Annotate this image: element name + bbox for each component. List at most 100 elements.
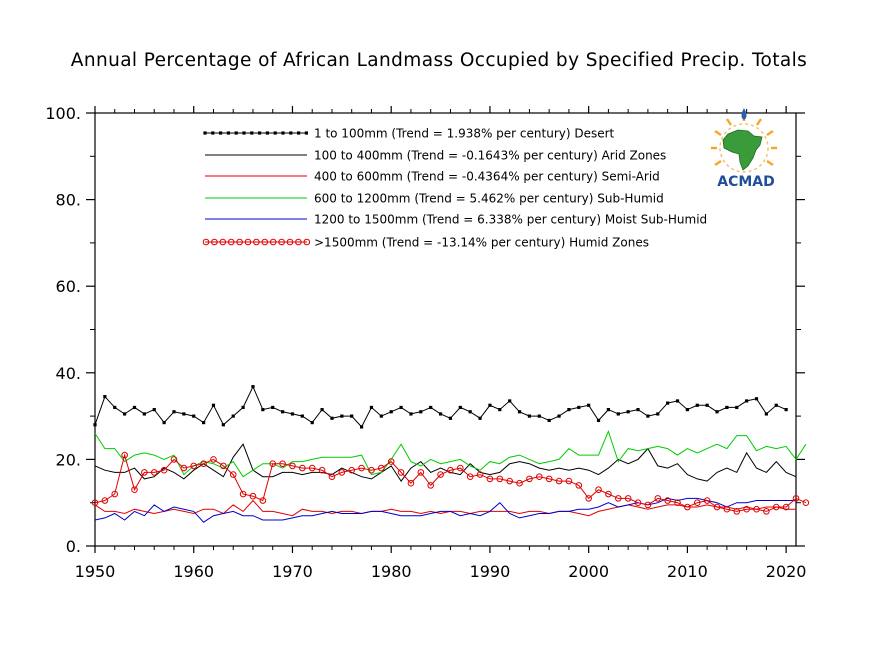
series-point-0	[626, 410, 630, 414]
legend-marker-5	[261, 238, 269, 246]
series-point-5	[674, 499, 681, 507]
x-tick-label: 1950	[75, 562, 116, 581]
series-point-5	[684, 503, 691, 511]
series-point-5	[180, 464, 188, 472]
legend-marker-5	[219, 238, 227, 246]
legend-marker-0	[289, 131, 293, 135]
series-point-0	[478, 416, 482, 420]
series-point-5	[466, 473, 474, 481]
series-point-0	[113, 405, 117, 410]
series-point-0	[409, 412, 413, 416]
legend-marker-0	[211, 131, 215, 135]
series-point-5	[220, 462, 227, 470]
series-point-0	[527, 414, 532, 418]
series-point-5	[160, 466, 168, 474]
legend-marker-5	[253, 238, 260, 246]
legend-marker-5	[211, 238, 218, 246]
series-point-5	[802, 499, 810, 507]
series-point-5	[407, 479, 415, 487]
series-point-0	[103, 395, 107, 399]
series-point-5	[141, 469, 148, 476]
series-line-3	[94, 429, 807, 478]
series-point-0	[745, 399, 749, 403]
series-point-5	[486, 475, 494, 483]
series-point-5	[545, 475, 553, 483]
legend-marker-0	[304, 131, 308, 135]
series-point-5	[200, 460, 207, 468]
series-point-5	[417, 469, 425, 476]
series-point-0	[271, 405, 275, 410]
series-point-5	[457, 464, 464, 472]
series-point-5	[249, 492, 257, 500]
series-point-0	[488, 403, 492, 407]
x-tick-label: 1990	[470, 562, 511, 581]
legend-marker-5	[244, 238, 252, 246]
series-point-5	[299, 464, 306, 472]
legend-label-0: 1 to 100mm (Trend = 1.938% per century) …	[314, 127, 615, 141]
legend-marker-5	[295, 238, 302, 246]
legend-label-3: 600 to 1200mm (Trend = 5.462% per centur…	[314, 192, 664, 206]
series-point-5	[190, 462, 198, 470]
series-point-0	[587, 403, 591, 407]
series-point-5	[170, 456, 178, 463]
y-tick-label: 60.	[56, 277, 81, 296]
x-tick-label: 2020	[766, 562, 807, 581]
series-point-0	[231, 414, 235, 418]
chart-title: Annual Percentage of African Landmass Oc…	[71, 50, 807, 71]
series-point-5	[328, 473, 336, 481]
series-point-5	[101, 497, 109, 504]
y-tick-label: 100.	[45, 104, 81, 123]
series-point-5	[763, 508, 770, 515]
series-point-5	[605, 490, 612, 498]
series-point-5	[348, 466, 356, 474]
series-point-5	[318, 466, 326, 474]
series-point-5	[516, 479, 523, 487]
series-point-0	[290, 412, 295, 416]
legend-marker-5	[269, 238, 277, 246]
series-point-0	[754, 397, 759, 401]
series-point-5	[792, 495, 800, 502]
x-tick-label: 2000	[568, 562, 609, 581]
series-line-2	[94, 499, 796, 517]
series-point-5	[624, 495, 632, 502]
series-point-0	[675, 399, 680, 403]
series-point-5	[387, 458, 395, 465]
series-point-5	[664, 497, 671, 504]
series-point-5	[772, 503, 780, 511]
legend-marker-5	[286, 238, 294, 246]
legend-label-1: 100 to 400mm (Trend = -0.1643% per centu…	[314, 149, 666, 163]
legend-marker-5	[236, 238, 243, 246]
series-point-5	[476, 471, 484, 478]
series-point-5	[723, 505, 731, 513]
series-point-5	[496, 475, 504, 483]
legend-marker-0	[250, 131, 254, 135]
series-point-0	[251, 385, 255, 389]
legend-marker-5	[202, 238, 210, 246]
series-point-5	[397, 469, 405, 476]
series-point-5	[644, 501, 652, 509]
series-point-0	[350, 414, 354, 418]
series-point-5	[378, 464, 385, 472]
series-point-5	[743, 505, 750, 513]
series-point-5	[437, 471, 444, 478]
series-point-0	[498, 408, 502, 412]
legend-marker-0	[297, 131, 301, 135]
series-point-0	[606, 408, 611, 412]
y-tick-label: 40.	[56, 364, 81, 383]
series-point-0	[310, 420, 314, 425]
series-point-5	[121, 451, 128, 459]
series-point-0	[705, 403, 709, 407]
series-point-0	[438, 412, 443, 416]
series-point-5	[703, 497, 711, 504]
series-point-5	[595, 486, 602, 494]
series-point-0	[517, 410, 522, 414]
series-point-5	[575, 482, 583, 489]
series-point-5	[259, 497, 267, 504]
series-point-0	[93, 423, 97, 427]
legend-marker-5	[278, 238, 285, 246]
series-point-0	[399, 405, 403, 410]
series-point-5	[111, 490, 119, 498]
series-point-5	[506, 477, 513, 485]
series-point-0	[547, 418, 551, 423]
